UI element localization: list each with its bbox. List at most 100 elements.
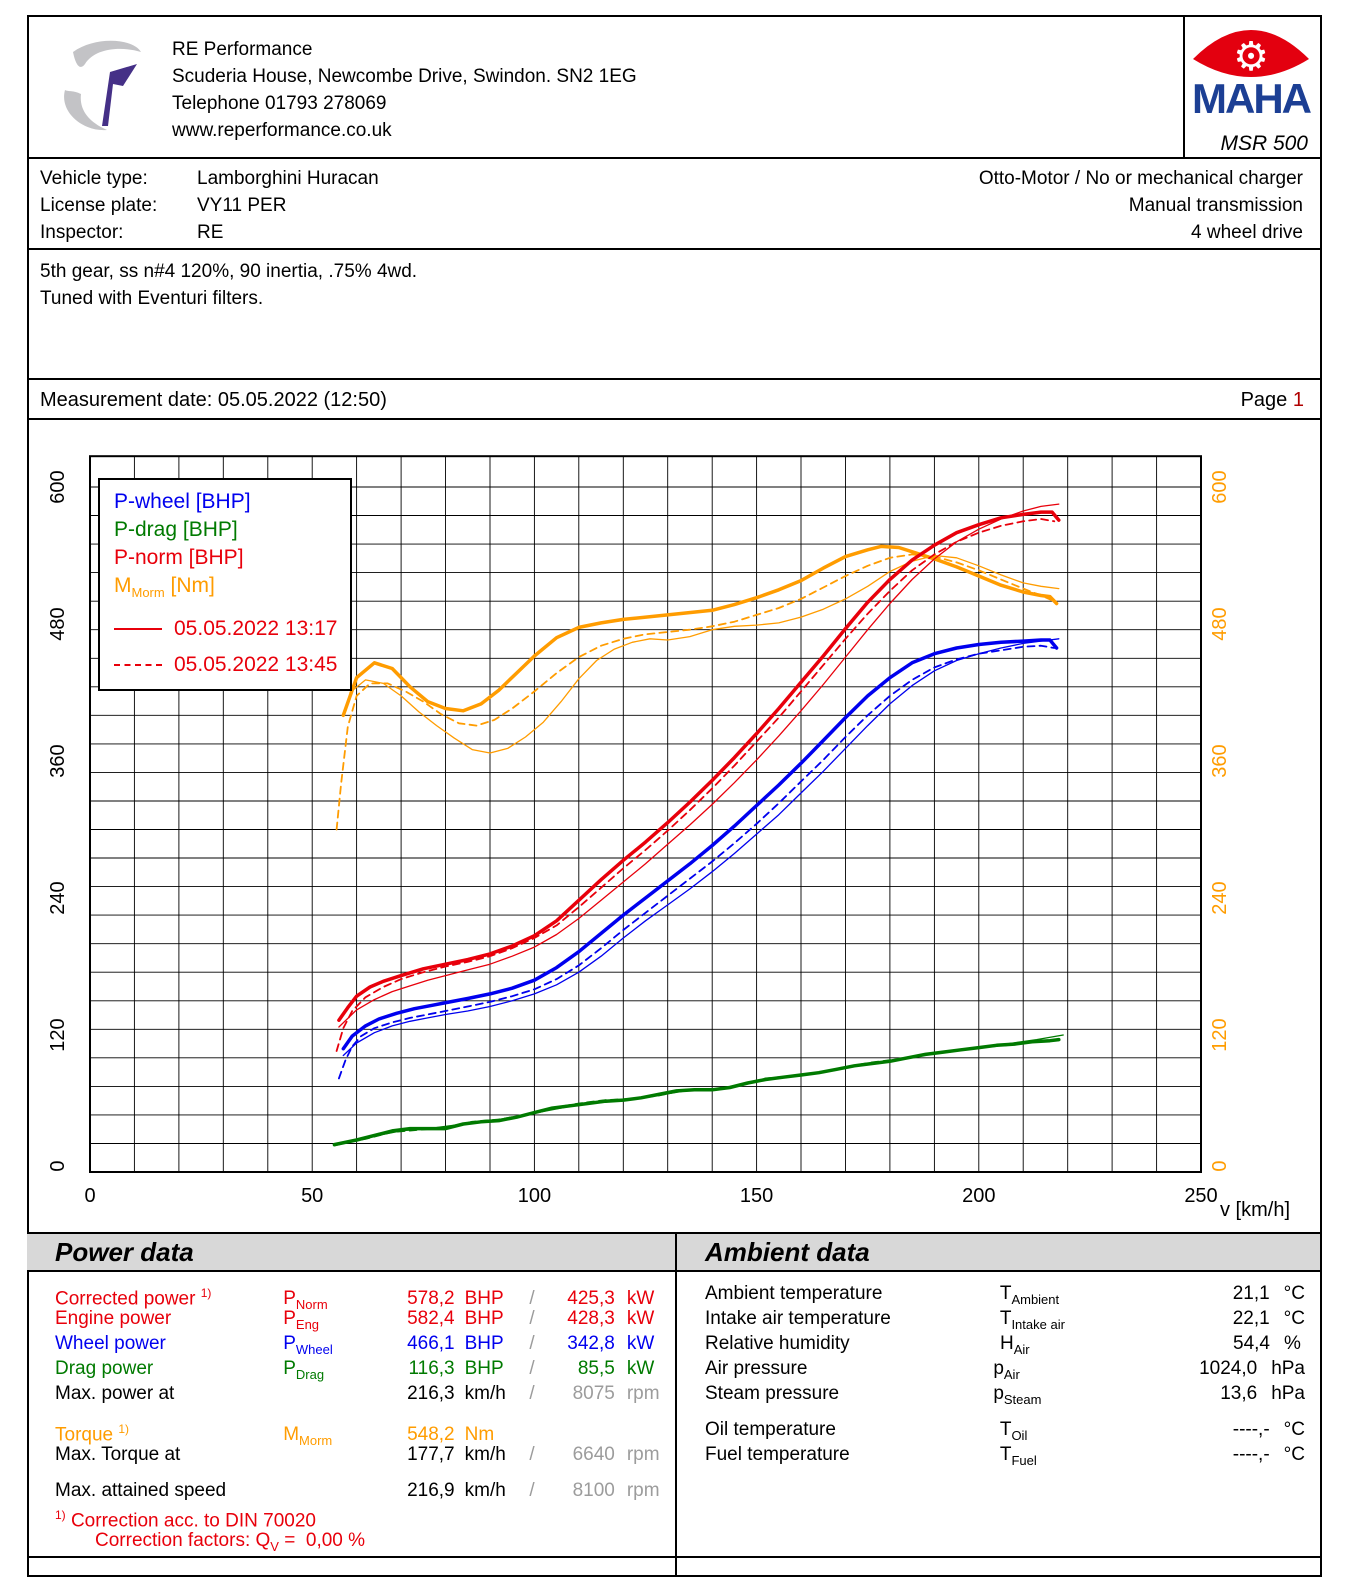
curve-p-drag-13-45	[338, 1039, 1051, 1145]
comment-line-2: Tuned with Eventuri filters.	[40, 288, 264, 309]
power-row-max-torque-at: Max. Torque at 177,7 km/h/6640 rpm	[55, 1444, 660, 1465]
y-tick-label-left: 120	[47, 1018, 69, 1051]
power-row-engine-power: Engine power PEng 582,4 BHP/428,3 kW	[55, 1308, 655, 1332]
ambient-row-fuel-temperature: Fuel temperature TFuel ----,- °C	[705, 1444, 1305, 1468]
power-row-corrected-power: Corrected power 1) PNorm 578,2 BHP/425,3 kW	[55, 1286, 655, 1313]
vehicle-info-labels: Vehicle type: License plate: Inspector:	[40, 165, 157, 246]
y-tick-label-left: 0	[47, 1160, 69, 1171]
footnote-1-text: Correction acc. to DIN 70020	[70, 1510, 316, 1532]
footnote-2: Correction factors: QV = 0,00 %	[95, 1528, 365, 1560]
power-row-torque: Torque 1) MMorm 548,2 Nm	[55, 1422, 495, 1449]
ambient-row-air-pressure: Air pressure pAir 1024,0 hPa	[705, 1358, 1305, 1382]
measurement-row: Measurement date: 05.05.2022 (12:50) Pag…	[27, 378, 1320, 420]
footnote-2-value: 0,00 %	[305, 1530, 366, 1551]
curve-m-norm-13-45	[335, 553, 1056, 831]
x-tick-label: 150	[740, 1185, 773, 1207]
power-data-table: Corrected power 1) PNorm 578,2 BHP/425,3 kW E…	[55, 1281, 675, 1503]
x-tick-label: 250	[1184, 1185, 1217, 1207]
footnote-2-sub: V	[270, 1538, 279, 1554]
section-band	[27, 1232, 1320, 1272]
legend-item-1: P-drag [BHP]	[114, 518, 238, 541]
legend-item-0: P-wheel [BHP]	[114, 490, 251, 513]
chart-legend: P-wheel [BHP] P-drag [BHP] P-norm [BHP] MMo…	[98, 478, 352, 692]
legend-run-1: 05.05.2022 13:45	[114, 651, 350, 679]
ambient-row-oil-temperature: Oil temperature TOil ----,- °C	[705, 1419, 1305, 1443]
engine-type: Otto-Motor / No or mechanical charger	[978, 168, 1303, 189]
maha-logo: ⚙ MAHA	[1192, 30, 1314, 122]
curve-p-wheel-13-17-smoothed	[341, 638, 1059, 1051]
power-row-max-attained-speed: Max. attained speed 216,9 km/h/8100 rpm	[55, 1480, 660, 1501]
ambient-data-table: Ambient temperature TAmbient 21,1 °C Intake …	[705, 1281, 1305, 1468]
license-plate-label: License plate:	[40, 195, 158, 216]
device-model: MSR 500	[1220, 132, 1308, 155]
y-tick-label-right: 240	[1209, 881, 1231, 914]
legend-run-0: 05.05.2022 13:17	[114, 615, 350, 643]
y-tick-label-right: 360	[1209, 744, 1231, 777]
re-performance-logo	[55, 38, 165, 138]
legend-item-3: MMorm [Nm]	[114, 574, 215, 601]
maha-brand-cell: ⚙ MAHA MSR 500	[1185, 17, 1318, 158]
table-divider	[675, 1232, 677, 1575]
x-axis-title: v [km/h]	[1220, 1199, 1290, 1221]
header-rule	[27, 157, 1320, 159]
y-tick-label-left: 360	[47, 744, 69, 777]
comment-block: 5th gear, ss n#4 120%, 90 inertia, .75% …	[40, 258, 417, 312]
page-label: Page	[1240, 389, 1288, 411]
vehicle-rule	[27, 248, 1320, 250]
measurement-date: Measurement date: 05.05.2022 (12:50)	[40, 389, 387, 411]
y-tick-label-right: 120	[1209, 1018, 1231, 1051]
curve-m-norm-13-17-smoothed	[341, 544, 1059, 718]
curve-p-norm-13-17-raw	[338, 503, 1060, 1028]
curve-p-wheel-13-45	[338, 644, 1056, 1080]
legend-item-2: P-norm [BHP]	[114, 546, 244, 569]
y-tick-label-right: 480	[1209, 607, 1231, 640]
vehicle-info-values: Lamborghini Huracan VY11 PER RE	[197, 165, 379, 246]
drive-type: 4 wheel drive	[1191, 222, 1303, 243]
legend-line-sample	[114, 628, 162, 631]
y-tick-label-right: 0	[1209, 1160, 1231, 1171]
footnote-1-mark: 1)	[55, 1508, 66, 1522]
power-data-title: Power data	[55, 1237, 194, 1267]
y-tick-label-left: 600	[47, 470, 69, 503]
curve-m-norm-13-17-raw	[349, 554, 1060, 754]
y-tick-label-right: 600	[1209, 470, 1231, 503]
x-tick-label: 100	[518, 1185, 551, 1207]
ambient-data-title: Ambient data	[705, 1237, 870, 1267]
ambient-row-ambient-temperature: Ambient temperature TAmbient 21,1 °C	[705, 1283, 1305, 1307]
page-indicator: Page 1	[1241, 380, 1304, 420]
maha-wordmark: MAHA	[1192, 75, 1312, 122]
transmission-type: Manual transmission	[1128, 195, 1303, 216]
curve-p-drag-13-17-raw	[333, 1034, 1064, 1147]
footnote-2-post: =	[278, 1530, 296, 1551]
curve-p-wheel-13-17-raw	[342, 638, 1060, 1057]
footnote-2-pre: Correction factors: Q	[95, 1530, 271, 1551]
ambient-row-steam-pressure: Steam pressure pSteam 13,6 hPa	[705, 1383, 1305, 1407]
ambient-row-intake-air-temperature: Intake air temperature TIntake air 22,1 °C	[705, 1308, 1305, 1332]
company-website: www.reperformance.co.uk	[172, 120, 392, 141]
x-tick-label: 50	[301, 1185, 323, 1207]
power-row-wheel-power: Wheel power PWheel 466,1 BHP/342,8 kW	[55, 1333, 655, 1357]
company-name: RE Performance	[172, 39, 313, 60]
drivetrain-info: Otto-Motor / No or mechanical charger Ma…	[979, 165, 1303, 246]
x-tick-label: 0	[84, 1185, 95, 1207]
maha-gear-icon: ⚙	[1233, 35, 1269, 79]
curve-p-drag-13-17-smoothed	[332, 1037, 1061, 1147]
vehicle-type-value: Lamborghini Huracan	[197, 168, 379, 189]
power-row-max-power-at: Max. power at 216,3 km/h/8075 rpm	[55, 1383, 660, 1404]
curve-p-norm-13-17-smoothed	[337, 510, 1061, 1022]
inspector-label: Inspector:	[40, 222, 124, 243]
company-block: RE Performance Scuderia House, Newcombe …	[172, 36, 637, 144]
re-logo-graphic	[64, 40, 141, 131]
license-plate-value: VY11 PER	[197, 195, 287, 216]
comment-line-1: 5th gear, ss n#4 120%, 90 inertia, .75% …	[40, 261, 418, 282]
x-tick-label: 200	[962, 1185, 995, 1207]
curve-p-norm-13-45	[335, 518, 1056, 1052]
header-divider	[1183, 17, 1185, 157]
legend-line-sample	[114, 664, 162, 667]
vehicle-type-label: Vehicle type:	[40, 168, 148, 189]
y-tick-label-left: 480	[47, 607, 69, 640]
company-phone: Telephone 01793 278069	[172, 93, 387, 114]
company-address: Scuderia House, Newcombe Drive, Swindon.…	[172, 66, 637, 87]
page-border	[27, 15, 1322, 1577]
